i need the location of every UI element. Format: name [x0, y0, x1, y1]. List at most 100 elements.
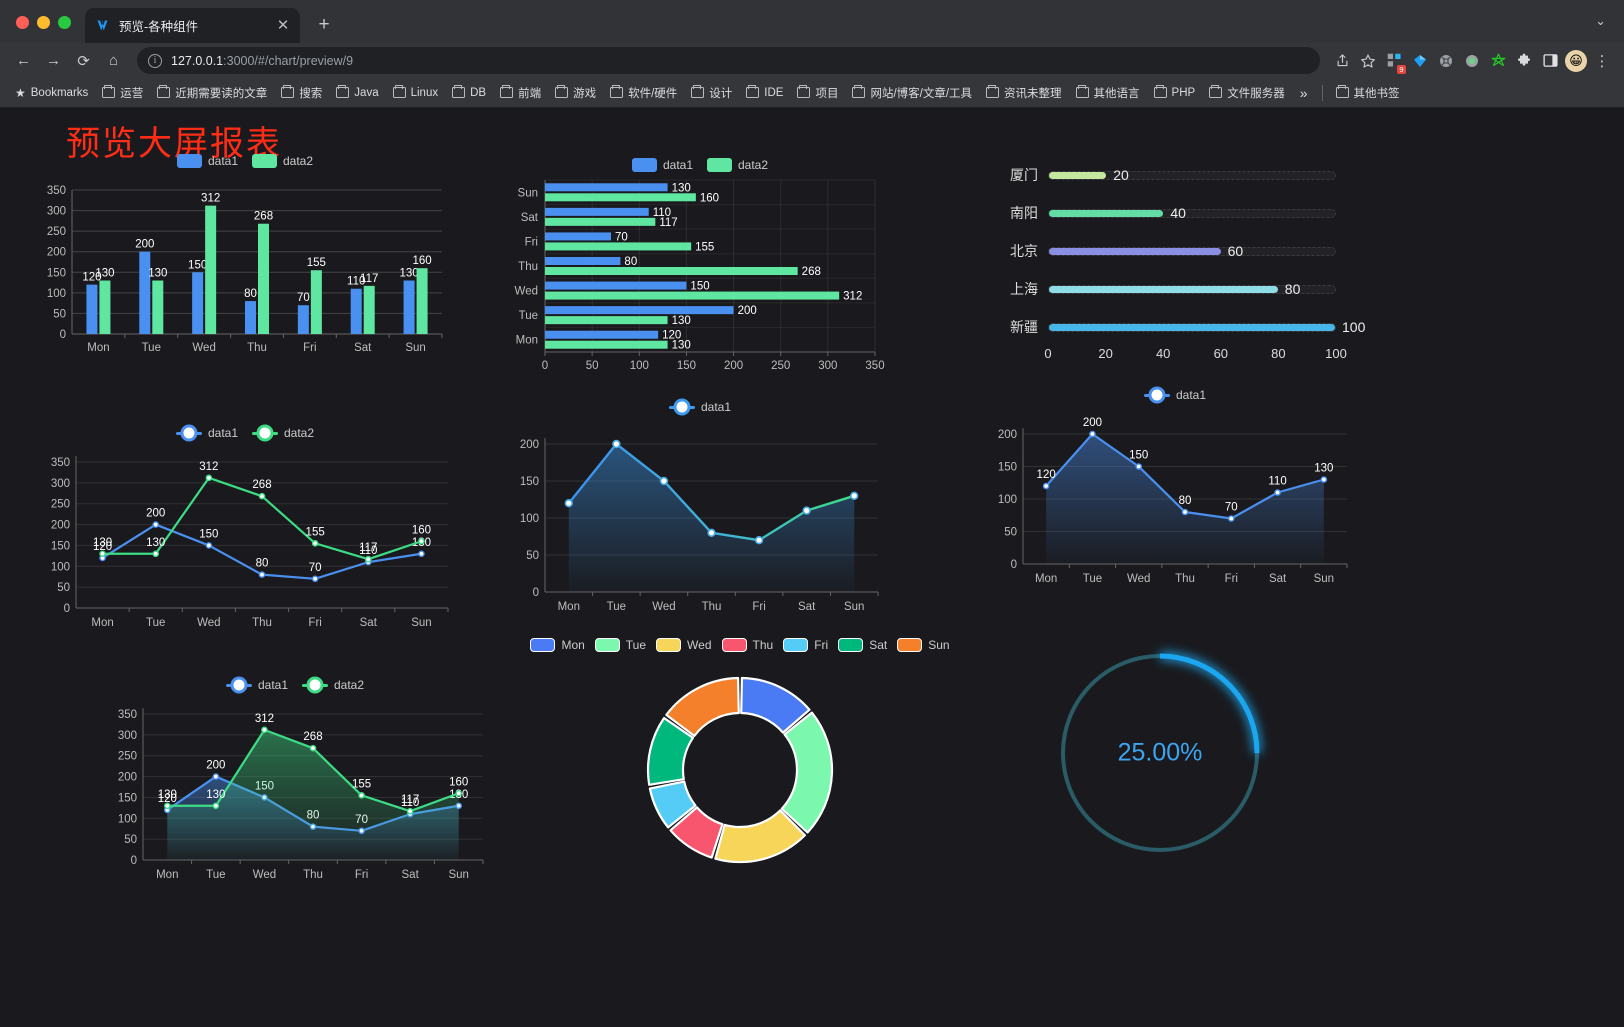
- svg-text:130: 130: [93, 537, 112, 549]
- legend-item-tue[interactable]: Tue: [594, 638, 646, 652]
- svg-text:150: 150: [520, 476, 539, 488]
- svg-text:300: 300: [818, 360, 837, 372]
- diamond-extension-icon[interactable]: [1408, 49, 1432, 73]
- svg-text:50: 50: [1004, 527, 1017, 539]
- bookmark-folder-5[interactable]: DB: [446, 84, 492, 102]
- legend-item-data2[interactable]: data2: [252, 426, 314, 440]
- legend-item-data1[interactable]: data1: [176, 154, 238, 168]
- legend-item-thu[interactable]: Thu: [721, 638, 773, 652]
- legend-swatch: [176, 154, 202, 168]
- bookmark-folder-8[interactable]: 软件/硬件: [604, 82, 683, 104]
- close-window-button[interactable]: [16, 16, 29, 29]
- legend-item-data1[interactable]: data1: [1143, 388, 1206, 402]
- bookmark-folder-4[interactable]: Linux: [387, 84, 445, 102]
- svg-text:150: 150: [51, 540, 70, 552]
- svg-text:Mon: Mon: [516, 335, 538, 347]
- chart-progress-bars: 厦门 20 南阳 40 北京 60 上海 80 新疆 100 0 20 40 60 80 100: [990, 156, 1390, 406]
- folder-icon: [157, 85, 171, 98]
- svg-text:350: 350: [118, 709, 137, 721]
- chevron-down-icon[interactable]: ⌄: [1595, 13, 1606, 28]
- svg-text:160: 160: [449, 776, 468, 788]
- legend-item-sat[interactable]: Sat: [838, 638, 887, 652]
- legend-swatch: [175, 431, 202, 435]
- progress-label: 北京: [1010, 243, 1038, 259]
- share-icon[interactable]: [1330, 49, 1354, 73]
- bookmark-folder-14[interactable]: 其他语言: [1070, 82, 1146, 104]
- legend-item-wed[interactable]: Wed: [656, 638, 712, 652]
- forward-button[interactable]: →: [46, 52, 61, 69]
- bookmark-folder-2[interactable]: 搜索: [275, 82, 328, 104]
- legend-item-mon[interactable]: Mon: [530, 638, 585, 652]
- svg-text:Mon: Mon: [558, 601, 580, 613]
- avatar[interactable]: 😀: [1564, 49, 1588, 73]
- svg-text:100: 100: [51, 561, 70, 573]
- address-bar[interactable]: i 127.0.0.1:3000/#/chart/preview/9: [137, 47, 1320, 74]
- bookmark-star-icon[interactable]: [1356, 49, 1380, 73]
- svg-text:350: 350: [865, 360, 884, 372]
- browser-menu-button[interactable]: ⋮: [1594, 52, 1610, 70]
- browser-tab[interactable]: 预览-各种组件 ✕: [85, 8, 300, 43]
- svg-text:Tue: Tue: [206, 869, 225, 881]
- legend-item-data2[interactable]: data2: [252, 154, 313, 168]
- svg-text:110: 110: [359, 545, 377, 557]
- svg-text:Thu: Thu: [247, 342, 267, 354]
- bookmark-folder-15[interactable]: PHP: [1148, 84, 1202, 102]
- command-extension-icon[interactable]: [1434, 49, 1458, 73]
- svg-text:117: 117: [659, 217, 677, 229]
- bookmark-folder-11[interactable]: 项目: [791, 82, 844, 104]
- bookmarks-root[interactable]: ★ Bookmarks: [9, 83, 94, 103]
- svg-text:312: 312: [255, 713, 274, 725]
- svg-text:160: 160: [412, 255, 431, 267]
- svg-text:Sun: Sun: [844, 601, 864, 613]
- other-bookmarks-folder[interactable]: 其他书签: [1330, 82, 1406, 104]
- svg-text:Sun: Sun: [448, 869, 468, 881]
- svg-text:250: 250: [51, 499, 70, 511]
- new-tab-button[interactable]: +: [318, 14, 330, 35]
- svg-text:200: 200: [520, 439, 539, 451]
- bookmark-folder-1[interactable]: 近期需要读的文章: [151, 82, 273, 104]
- legend-swatch: [631, 158, 657, 172]
- svg-text:Fri: Fri: [303, 342, 316, 354]
- bookmark-folder-9[interactable]: 设计: [685, 82, 738, 104]
- puzzle-extensions-icon[interactable]: [1512, 49, 1536, 73]
- circle-extension-icon[interactable]: [1460, 49, 1484, 73]
- legend-item-fri[interactable]: Fri: [783, 638, 828, 652]
- bookmark-folder-12[interactable]: 网站/博客/文章/工具: [846, 82, 978, 104]
- reload-button[interactable]: ⟳: [77, 52, 90, 70]
- maximize-window-button[interactable]: [58, 16, 71, 29]
- bookmark-folder-10[interactable]: IDE: [740, 84, 789, 102]
- svg-text:155: 155: [307, 257, 326, 269]
- bookmark-folder-13[interactable]: 资讯未整理: [980, 82, 1068, 104]
- line-chart-svg: 0 50 100 150 200 250 300 350 Mon Tue Wed Thu Fri Sat S…: [51, 456, 449, 629]
- bookmark-folder-3[interactable]: Java: [330, 84, 384, 102]
- bookmark-folder-16[interactable]: 文件服务器: [1203, 82, 1291, 104]
- back-button[interactable]: ←: [16, 52, 31, 69]
- legend-item-data2[interactable]: data2: [302, 678, 364, 692]
- home-button[interactable]: ⌂: [108, 52, 119, 69]
- legend-item-sun[interactable]: Sun: [897, 638, 950, 652]
- progress-row: 北京 60: [990, 232, 1390, 270]
- close-tab-button[interactable]: ✕: [276, 17, 290, 34]
- area-chart-svg: 0 50 100 150 200 Mon Tue Wed Thu Fri Sat Sun 120 200 1…: [998, 417, 1348, 585]
- legend-label: data1: [257, 678, 288, 692]
- bookmark-folder-7[interactable]: 游戏: [549, 82, 602, 104]
- sidepanel-icon[interactable]: [1538, 49, 1562, 73]
- bookmark-label: 前端: [518, 87, 542, 100]
- legend-item-data1[interactable]: data1: [225, 678, 288, 692]
- legend-item-data1[interactable]: data1: [668, 400, 731, 414]
- bookmarks-overflow-button[interactable]: »: [1299, 84, 1308, 101]
- site-info-icon[interactable]: i: [148, 53, 162, 68]
- window-controls[interactable]: [0, 16, 85, 43]
- legend-swatch: [1143, 393, 1170, 397]
- legend-item-data1[interactable]: data1: [175, 426, 238, 440]
- svg-text:80: 80: [1179, 495, 1192, 507]
- star-extension-icon[interactable]: [1486, 49, 1510, 73]
- chart-donut: Mon Tue Wed Thu Fri Sat Sun: [530, 638, 950, 918]
- bookmark-folder-0[interactable]: 运营: [96, 82, 149, 104]
- legend-item-data2[interactable]: data2: [707, 158, 768, 172]
- minimize-window-button[interactable]: [37, 16, 50, 29]
- svg-text:200: 200: [998, 429, 1017, 441]
- grid-extension-icon[interactable]: 9: [1382, 49, 1406, 74]
- legend-item-data1[interactable]: data1: [631, 158, 693, 172]
- bookmark-folder-6[interactable]: 前端: [494, 82, 547, 104]
